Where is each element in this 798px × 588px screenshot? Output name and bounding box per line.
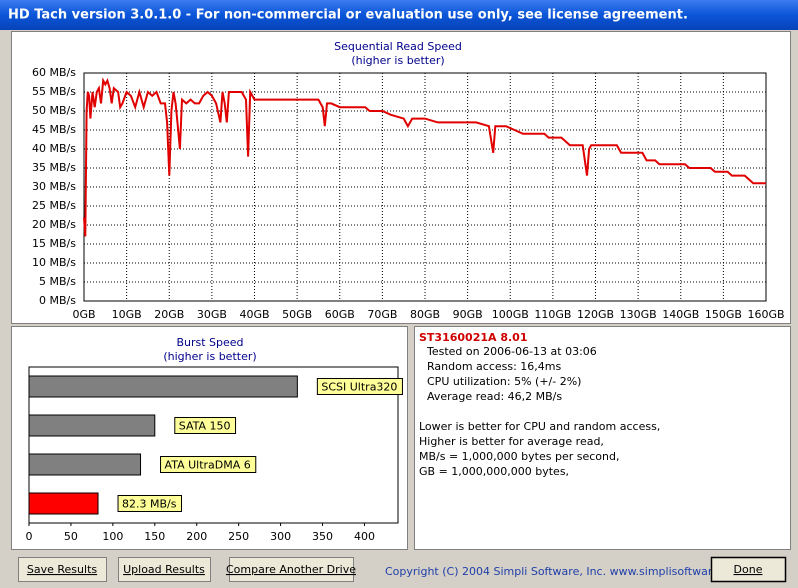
x-tick-label: 400	[354, 530, 375, 543]
button-label[interactable]: Upload Results	[123, 563, 205, 576]
bar-label: 82.3 MB/s	[122, 498, 177, 511]
bar-label-box	[160, 456, 257, 473]
x-tick-label: 130GB	[620, 308, 657, 321]
chart-subtitle: (higher is better)	[351, 54, 444, 67]
bar-label-box	[174, 417, 237, 434]
x-tick-label: 100GB	[492, 308, 529, 321]
x-tick-label: 20GB	[154, 308, 184, 321]
x-tick-label: 140GB	[662, 308, 699, 321]
info-line: Average read: 46,2 MB/s	[427, 390, 562, 403]
button[interactable]	[118, 557, 211, 582]
x-tick-label: 50	[64, 530, 78, 543]
x-tick-label: 60GB	[325, 308, 355, 321]
x-tick-label: 150GB	[705, 308, 742, 321]
info-note: GB = 1,000,000,000 bytes,	[419, 465, 569, 478]
x-tick-label: 80GB	[410, 308, 440, 321]
bar	[28, 453, 142, 476]
y-tick-label: 35 MB/s	[32, 161, 76, 174]
copyright: Copyright (C) 2004 Simpli Software, Inc.…	[385, 565, 746, 578]
y-tick-label: 30 MB/s	[32, 180, 76, 193]
x-tick-label: 120GB	[577, 308, 614, 321]
y-tick-label: 5 MB/s	[39, 275, 76, 288]
bar-label: SATA 150	[179, 420, 231, 433]
chart-title: Sequential Read Speed	[334, 40, 462, 53]
y-tick-label: 45 MB/s	[32, 123, 76, 136]
x-tick-label: 0GB	[72, 308, 95, 321]
x-tick-label: 30GB	[197, 308, 227, 321]
chart-subtitle: (higher is better)	[163, 350, 256, 363]
y-tick-label: 25 MB/s	[32, 199, 76, 212]
info-panel	[414, 326, 791, 550]
info-note: MB/s = 1,000,000 bytes per second,	[419, 450, 619, 463]
x-tick-label: 90GB	[453, 308, 483, 321]
y-tick-label: 0 MB/s	[39, 294, 76, 307]
x-tick-label: 100	[102, 530, 123, 543]
bar	[28, 414, 156, 437]
y-tick-label: 40 MB/s	[32, 142, 76, 155]
window-title: HD Tach version 3.0.1.0 - For non-commer…	[8, 8, 688, 23]
x-tick-label: 40GB	[239, 308, 269, 321]
chart-title: Burst Speed	[176, 336, 243, 349]
x-tick-label: 10GB	[112, 308, 142, 321]
y-tick-label: 50 MB/s	[32, 104, 76, 117]
button-label[interactable]: Compare Another Drive	[226, 563, 356, 576]
read-speed-line	[83, 77, 766, 237]
button[interactable]	[229, 557, 354, 582]
bar-label: SCSI Ultra320	[321, 381, 397, 394]
bar	[28, 492, 99, 515]
button-label[interactable]: Done	[734, 563, 763, 576]
y-tick-label: 55 MB/s	[32, 85, 76, 98]
y-tick-label: 20 MB/s	[32, 218, 76, 231]
info-line: Random access: 16,4ms	[427, 360, 562, 373]
x-tick-label: 350	[312, 530, 333, 543]
x-tick-label: 50GB	[282, 308, 312, 321]
info-note: Lower is better for CPU and random acces…	[419, 420, 660, 433]
y-tick-label: 15 MB/s	[32, 237, 76, 250]
button[interactable]	[710, 556, 787, 583]
y-tick-label: 60 MB/s	[32, 66, 76, 79]
button-label[interactable]: Save Results	[27, 563, 97, 576]
drive-name: ST3160021A 8.01	[419, 331, 528, 344]
x-tick-label: 300	[270, 530, 291, 543]
button[interactable]	[18, 557, 107, 582]
bar-label: ATA UltraDMA 6	[165, 459, 251, 472]
x-tick-label: 150	[144, 530, 165, 543]
info-line: Tested on 2006-06-13 at 03:06	[426, 345, 597, 358]
x-tick-label: 200	[186, 530, 207, 543]
x-tick-label: 0	[26, 530, 33, 543]
x-tick-label: 70GB	[367, 308, 397, 321]
bar	[28, 375, 298, 398]
title-bar	[0, 0, 798, 30]
y-tick-label: 10 MB/s	[32, 256, 76, 269]
bar-label-box	[117, 495, 182, 512]
x-tick-label: 110GB	[534, 308, 571, 321]
info-note: Higher is better for average read,	[419, 435, 604, 448]
info-line: CPU utilization: 5% (+/- 2%)	[427, 375, 581, 388]
x-tick-label: 160GB	[747, 308, 784, 321]
bar-label-box	[316, 378, 403, 395]
x-tick-label: 250	[228, 530, 249, 543]
